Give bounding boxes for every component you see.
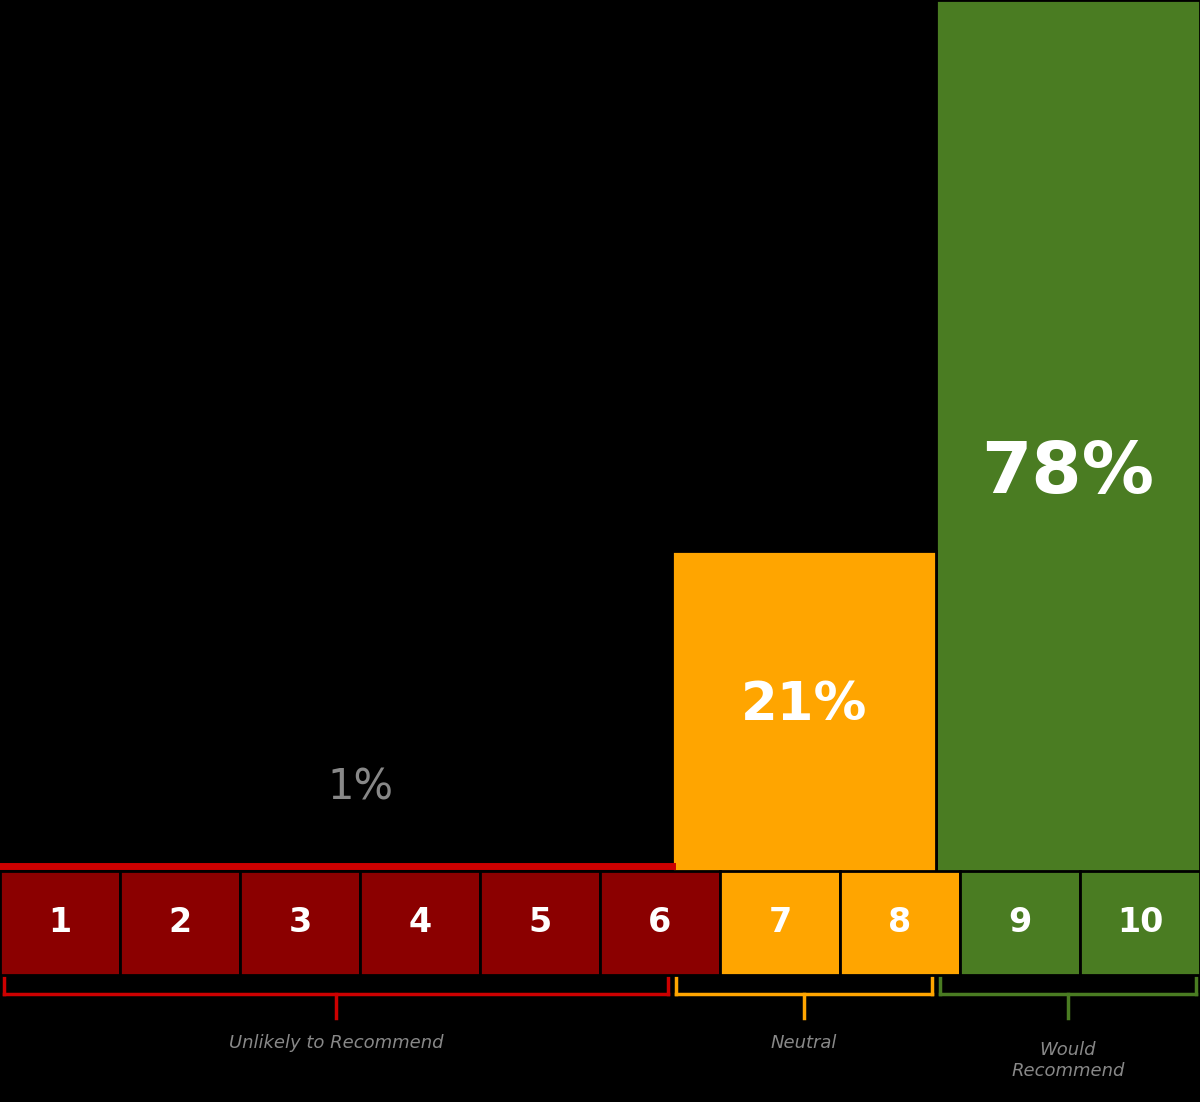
Bar [120,871,240,975]
Text: Neutral: Neutral [770,1034,838,1051]
Bar [480,871,600,975]
Bar [360,871,480,975]
Text: 21%: 21% [740,679,868,732]
Bar [1080,871,1200,975]
Text: 8: 8 [888,907,912,939]
Text: 7: 7 [768,907,792,939]
Bar [936,0,1200,975]
Text: 78%: 78% [982,440,1154,508]
Text: Unlikely to Recommend: Unlikely to Recommend [229,1034,443,1051]
Text: 1: 1 [48,907,72,939]
Bar [720,871,840,975]
Text: 4: 4 [408,907,432,939]
Bar [960,871,1080,975]
Bar [600,871,720,975]
Text: 3: 3 [288,907,312,939]
Bar [0,871,120,975]
Text: 6: 6 [648,907,672,939]
Text: 9: 9 [1008,907,1032,939]
Text: 1%: 1% [326,767,394,809]
Text: 10: 10 [1117,907,1163,939]
Bar [672,551,936,975]
Text: Would
Recommend: Would Recommend [1012,1041,1124,1080]
Bar [240,871,360,975]
Text: 2: 2 [168,907,192,939]
Bar [840,871,960,975]
Text: 5: 5 [528,907,552,939]
